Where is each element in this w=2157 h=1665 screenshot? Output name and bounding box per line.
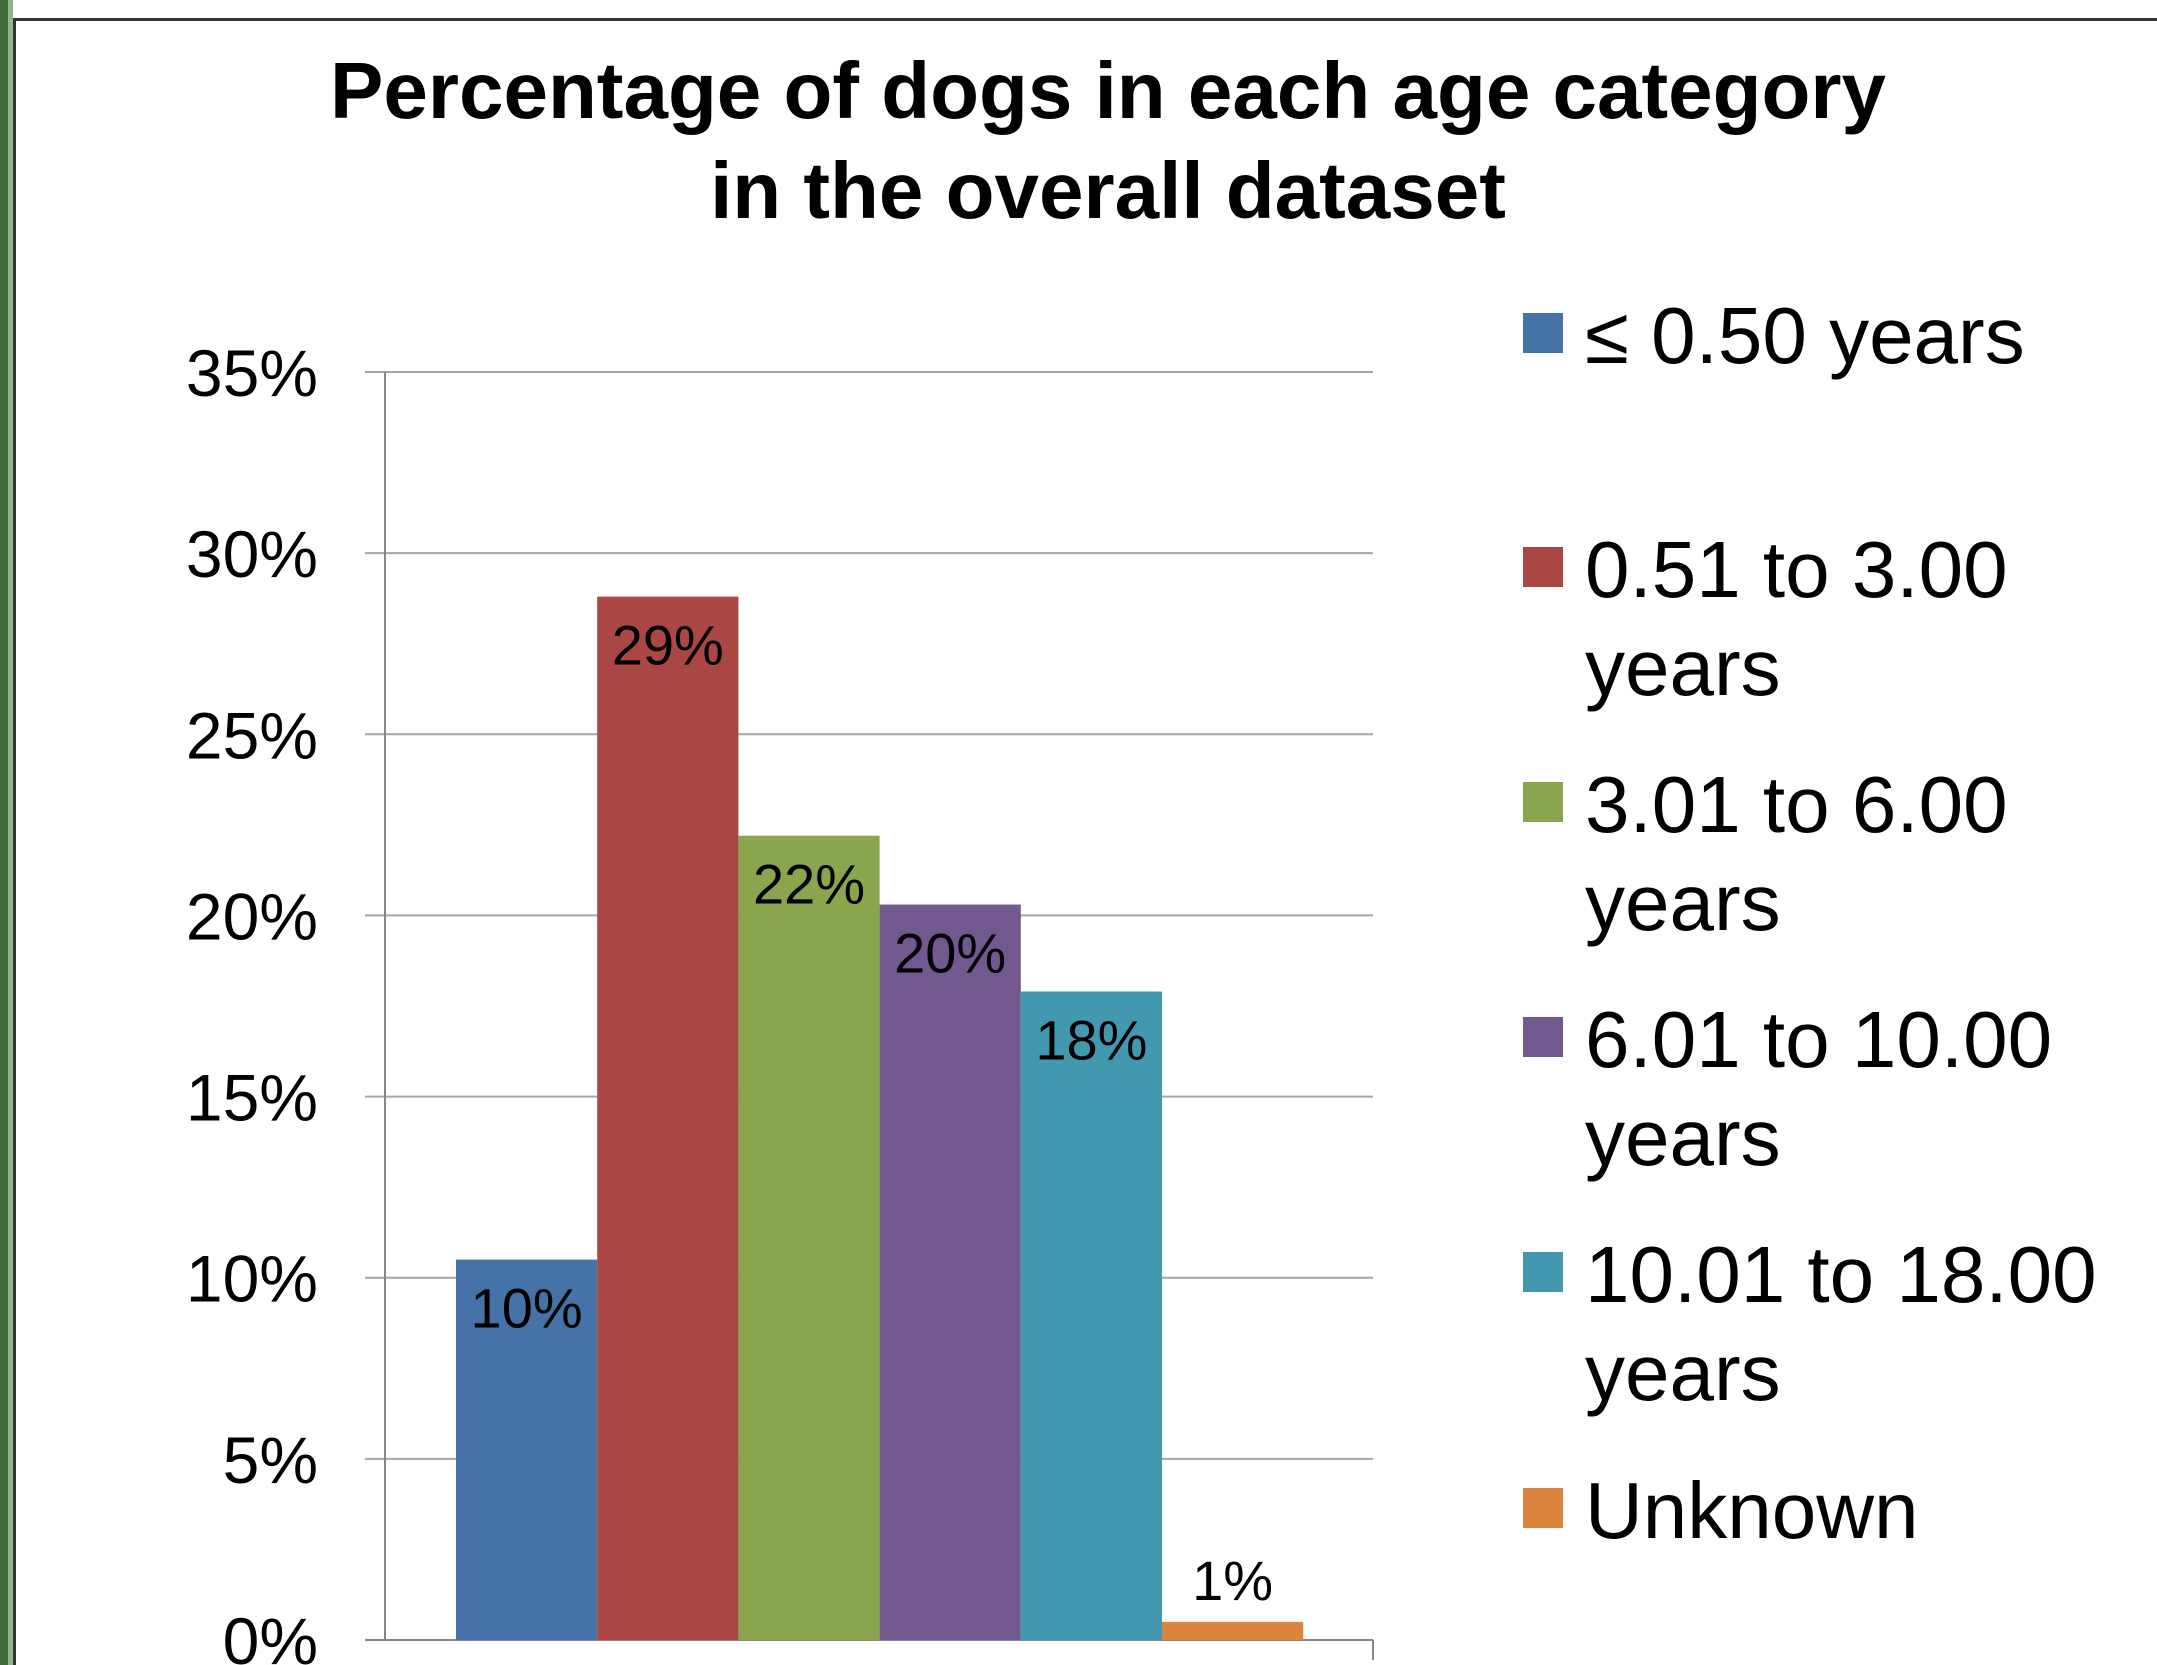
legend-label: 6.01 to 10.00 (1585, 995, 2052, 1084)
y-tick-label: 30% (186, 517, 318, 591)
chart-title: Percentage of dogs in each age category … (330, 46, 1887, 235)
data-label: 22% (753, 853, 865, 916)
bar (1162, 1621, 1304, 1640)
chart-title-line-1: Percentage of dogs in each age category (330, 46, 1887, 135)
bar (1020, 991, 1162, 1640)
legend-swatch (1523, 782, 1563, 822)
legend-label: ≤ 0.50 years (1585, 291, 2025, 380)
legend-swatch (1523, 547, 1563, 587)
data-labels: 10% 29% 22% 20% 18% 1% (471, 614, 1274, 1612)
legend-label: years (1585, 858, 1781, 947)
legend-swatch (1523, 1252, 1563, 1292)
legend-label: 3.01 to 6.00 (1585, 760, 2008, 849)
bar (597, 596, 739, 1640)
bars (456, 596, 1304, 1640)
legend-label: years (1585, 623, 1781, 712)
legend-label: 10.01 to 18.00 (1585, 1230, 2097, 1319)
bar (879, 904, 1021, 1640)
legend-label: Unknown (1585, 1466, 1919, 1555)
data-label: 1% (1192, 1549, 1273, 1612)
legend: ≤ 0.50 years 0.51 to 3.00 years 3.01 to 6.0… (1523, 291, 2097, 1555)
bar (456, 1259, 598, 1640)
y-tick-label: 0% (223, 1604, 318, 1665)
chart-border-top (13, 18, 2157, 21)
y-tick-label: 25% (186, 698, 318, 772)
y-tick-label: 10% (186, 1242, 318, 1316)
legend-swatch (1523, 1488, 1563, 1528)
data-label: 10% (471, 1277, 583, 1340)
bar (738, 835, 880, 1640)
window-edge-highlight (8, 0, 13, 1665)
chart-title-line-2: in the overall dataset (710, 146, 1506, 235)
y-tick-label: 15% (186, 1061, 318, 1135)
legend-label: 0.51 to 3.00 (1585, 525, 2008, 614)
window-edge (0, 0, 8, 1665)
y-tick-label: 20% (186, 879, 318, 953)
legend-swatch (1523, 1017, 1563, 1057)
data-label: 18% (1035, 1009, 1147, 1072)
legend-label: years (1585, 1093, 1781, 1182)
chart-border-left (13, 18, 16, 1665)
data-label: 20% (894, 922, 1006, 985)
data-label: 29% (612, 614, 724, 677)
legend-label: years (1585, 1328, 1781, 1417)
y-tick-label: 5% (223, 1423, 318, 1497)
legend-swatch (1523, 313, 1563, 353)
y-tick-label: 35% (186, 336, 318, 410)
y-axis-tick-labels: 0% 5% 10% 15% 20% 25% 30% 35% (186, 336, 318, 1665)
